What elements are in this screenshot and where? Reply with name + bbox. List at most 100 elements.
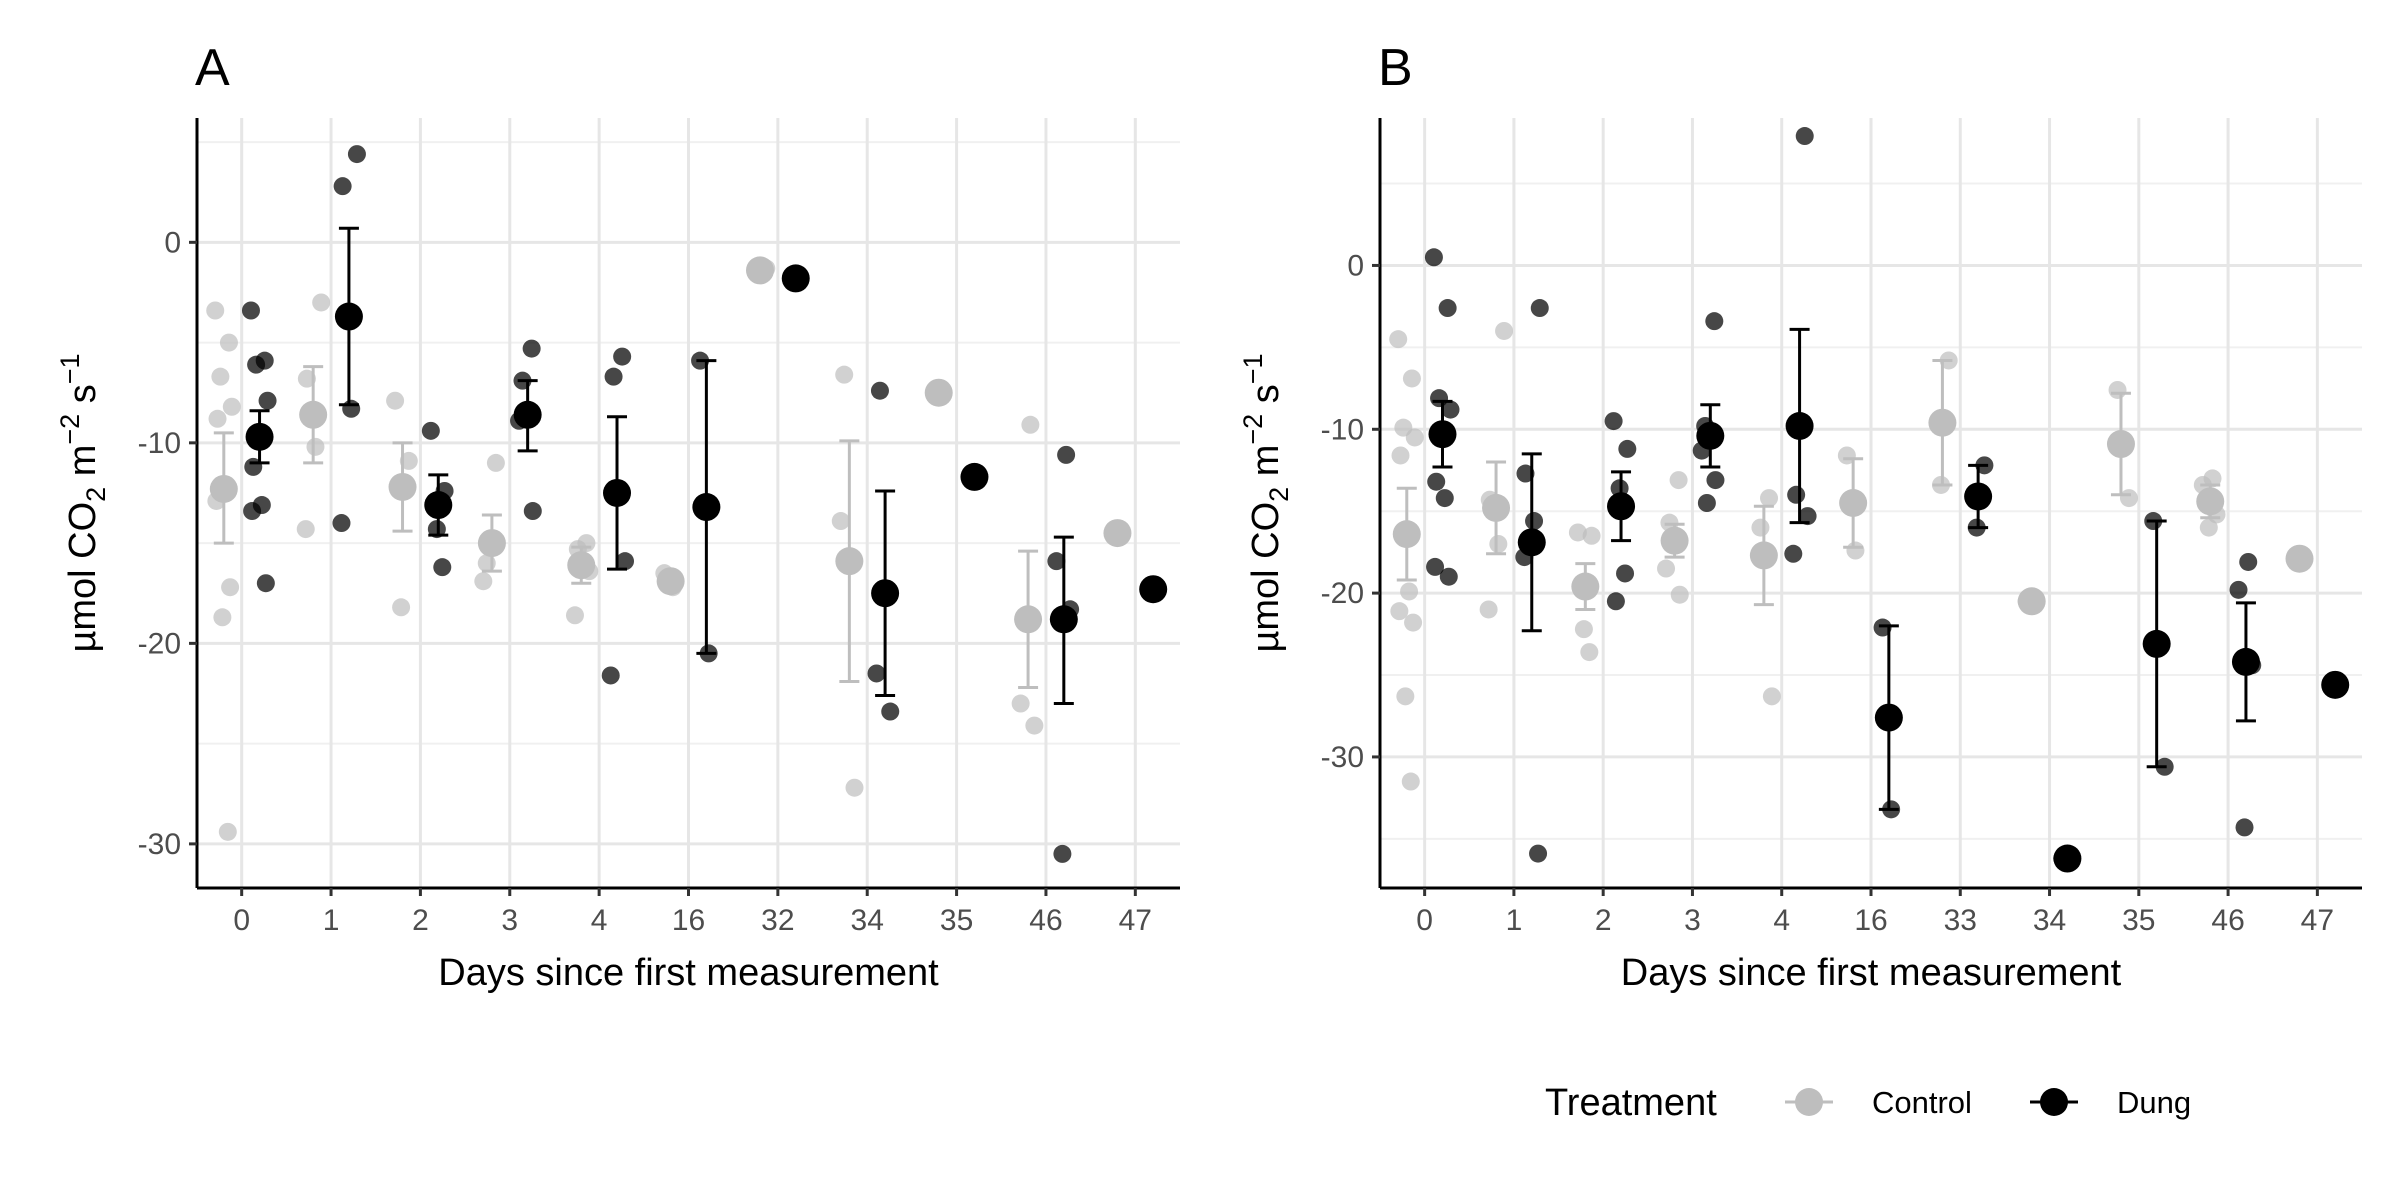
data-point <box>296 520 315 539</box>
data-point <box>208 409 227 428</box>
data-point <box>399 451 418 470</box>
x-tick-label: 35 <box>940 904 973 937</box>
data-point <box>221 578 240 597</box>
data-point <box>347 145 366 164</box>
data-point <box>1489 534 1508 553</box>
data-point <box>1516 464 1535 483</box>
legend-title: Treatment <box>1545 1082 1717 1124</box>
data-point <box>831 512 850 531</box>
data-point <box>1697 494 1716 512</box>
data-point <box>1396 687 1415 706</box>
mean-point <box>2142 629 2171 658</box>
x-tick-label: 16 <box>672 904 705 937</box>
data-point <box>1525 512 1544 531</box>
data-point <box>1439 567 1458 586</box>
data-point <box>1401 772 1420 791</box>
mean-point <box>1607 492 1636 521</box>
data-point <box>522 339 541 358</box>
mean-point <box>567 551 596 580</box>
x-tick-label: 3 <box>501 904 518 937</box>
data-point <box>1402 369 1421 388</box>
mean-point <box>2196 487 2225 516</box>
y-axis-title-part: m <box>62 445 104 487</box>
data-point <box>870 381 889 400</box>
data-point <box>1784 544 1803 563</box>
x-tick-label: 0 <box>233 904 250 937</box>
data-point <box>1762 687 1781 706</box>
x-tick-label: 0 <box>1416 904 1433 937</box>
x-axis-title: Days since first measurement <box>1621 952 2122 994</box>
series-control <box>1389 321 2314 791</box>
x-tick-label: 35 <box>2122 904 2155 937</box>
data-point <box>433 558 452 577</box>
x-tick-label: 46 <box>2211 904 2244 937</box>
data-point <box>206 301 225 320</box>
data-point <box>1616 564 1635 583</box>
legend-item-control: Control <box>1785 1085 1972 1120</box>
legend: Treatment Control Dung <box>1545 1082 2191 1124</box>
y-tick-label: -20 <box>1321 577 1364 610</box>
data-point <box>1389 330 1408 349</box>
series-dung <box>1424 127 2350 873</box>
data-point <box>845 778 864 797</box>
mean-point <box>960 462 989 491</box>
panel-letter: B <box>1378 39 1413 97</box>
data-point <box>213 608 232 627</box>
y-axis-title-part: s <box>62 384 104 414</box>
x-tick-label: 33 <box>1944 904 1977 937</box>
series-control <box>206 256 1132 841</box>
data-point <box>1405 428 1424 447</box>
data-point <box>1404 613 1423 632</box>
mean-point <box>1049 605 1078 634</box>
mean-point <box>299 400 328 429</box>
data-point <box>523 502 542 521</box>
y-axis-title-part: −1 <box>1238 353 1268 384</box>
mean-point <box>692 493 721 522</box>
mean-point <box>1392 520 1421 549</box>
x-tick-label: 4 <box>591 904 608 937</box>
data-point <box>1568 523 1587 542</box>
y-axis-title: µmol CO2 m−2 s−1 <box>1238 353 1294 652</box>
data-point <box>1798 507 1817 526</box>
mean-point <box>2017 587 2046 616</box>
mean-point <box>781 264 810 293</box>
data-point <box>332 514 351 533</box>
data-point <box>486 453 505 472</box>
data-point <box>1441 400 1460 419</box>
data-point <box>601 666 620 685</box>
data-point <box>2108 380 2127 399</box>
data-point <box>297 369 316 388</box>
data-point <box>1574 620 1593 639</box>
series-dung <box>241 145 1168 863</box>
data-point <box>835 365 854 384</box>
data-point <box>256 574 275 593</box>
mean-point <box>477 529 506 558</box>
data-point <box>1053 844 1072 863</box>
data-point <box>218 822 237 841</box>
data-point <box>1657 559 1676 578</box>
y-tick-label: 0 <box>164 226 181 259</box>
x-tick-label: 1 <box>323 904 340 937</box>
mean-point <box>209 474 238 503</box>
data-point <box>604 367 623 386</box>
y-axis-title-part: µmol CO <box>1245 502 1287 653</box>
panel-letter: A <box>195 39 230 97</box>
data-point <box>222 397 241 416</box>
mean-point <box>388 472 417 501</box>
data-point <box>1669 471 1688 490</box>
y-tick-label: -30 <box>1321 741 1364 774</box>
x-tick-label: 46 <box>1029 904 1062 937</box>
x-axis-title: Days since first measurement <box>438 952 939 994</box>
mean-point <box>603 478 632 507</box>
data-point <box>386 391 405 410</box>
data-point <box>342 399 361 418</box>
mean-point <box>1428 420 1457 449</box>
mean-point <box>656 567 685 596</box>
data-point <box>1057 445 1076 464</box>
mean-point <box>1839 489 1868 517</box>
data-point <box>1751 518 1770 537</box>
x-tick-label: 34 <box>851 904 884 937</box>
mean-point <box>871 579 900 608</box>
data-point <box>565 606 584 625</box>
